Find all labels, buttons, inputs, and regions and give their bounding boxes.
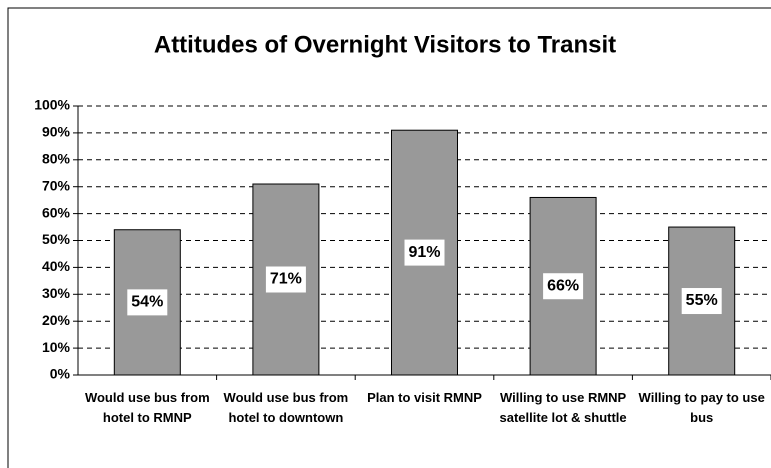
- x-tick-label: Plan to visit RMNP: [367, 390, 482, 405]
- y-tick-label: 20%: [42, 312, 71, 328]
- bar: [113, 229, 181, 376]
- value-label-bg: [404, 239, 445, 266]
- chart-title: Attitudes of Overnight Visitors to Trans…: [154, 31, 616, 58]
- x-tick-label: Would use bus from hotel to RMNP: [84, 390, 210, 425]
- x-tick-label: Willing to use RMNP satellite lot & shut…: [499, 390, 627, 425]
- y-tick-label: 90%: [42, 124, 71, 140]
- value-label: 54%: [131, 294, 163, 311]
- value-label-bg: [265, 266, 306, 293]
- bar: [529, 196, 597, 376]
- value-label: 91%: [408, 244, 440, 261]
- x-tick-label: Would use bus from hotel to downtown: [223, 390, 349, 425]
- value-label: 55%: [686, 292, 718, 309]
- y-tick-label: 40%: [42, 258, 71, 274]
- chart-border: [7, 7, 771, 468]
- value-label-bg: [543, 273, 584, 300]
- y-tick-label: 100%: [34, 97, 70, 113]
- y-tick-label: 70%: [42, 177, 71, 193]
- value-label-bg: [681, 288, 722, 315]
- y-tick-label: 30%: [42, 285, 71, 301]
- y-tick-label: 0%: [50, 366, 71, 382]
- x-tick-label: Willing to pay to use bus: [638, 390, 765, 425]
- y-tick-label: 80%: [42, 151, 71, 167]
- value-label: 71%: [270, 271, 302, 288]
- y-tick-label: 50%: [42, 231, 71, 247]
- value-label: 66%: [547, 277, 579, 294]
- y-tick-label: 60%: [42, 204, 71, 220]
- value-label-bg: [127, 289, 168, 316]
- y-tick-label: 10%: [42, 339, 71, 355]
